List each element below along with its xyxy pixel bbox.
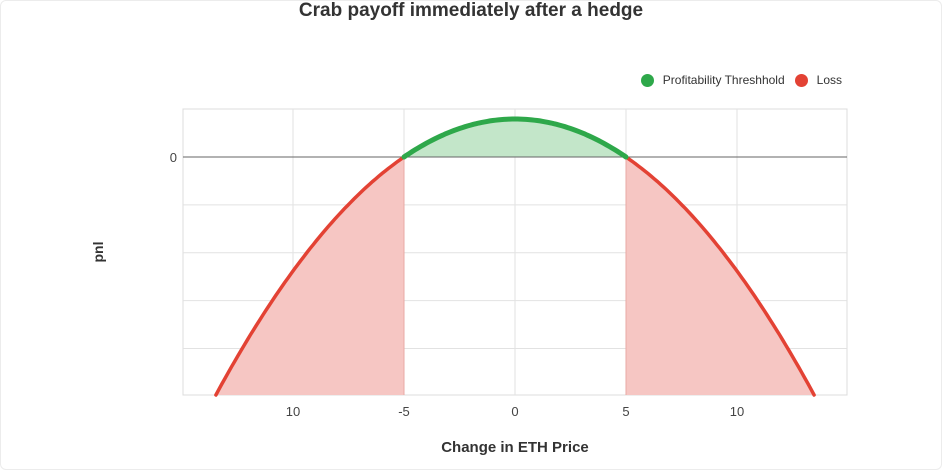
x-tick-label: 10 — [286, 404, 300, 419]
legend-item-loss[interactable]: Loss — [794, 73, 842, 87]
loss-area-left — [215, 157, 404, 395]
x-tick-label: 10 — [730, 404, 744, 419]
legend-swatch-loss — [794, 73, 808, 87]
x-axis-label: Change in ETH Price — [441, 439, 589, 456]
x-tick-label: -5 — [398, 404, 410, 419]
chart-title: Crab payoff immediately after a hedge — [298, 0, 644, 21]
legend-label-loss: Loss — [816, 73, 842, 87]
x-tick-label: 0 — [511, 404, 518, 419]
loss-curve-left — [214, 155, 406, 397]
loss-area-right — [626, 157, 815, 395]
legend-item-profit[interactable]: Profitability Threshhold — [640, 73, 785, 87]
legend-swatch-profit — [640, 73, 654, 87]
profit-curve — [401, 116, 629, 160]
loss-curve-right — [624, 155, 816, 397]
y-tick-label: 0 — [170, 150, 177, 165]
legend-label-profit: Profitability Threshhold — [662, 73, 785, 87]
x-tick-label: 5 — [622, 404, 629, 419]
chart-legend: Profitability Threshhold Loss — [631, 73, 842, 87]
